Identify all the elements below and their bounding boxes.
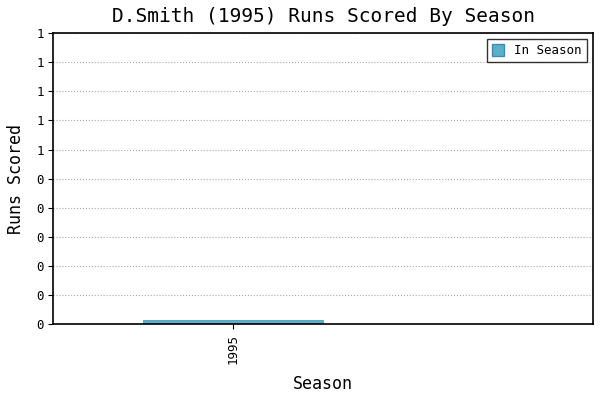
Title: D.Smith (1995) Runs Scored By Season: D.Smith (1995) Runs Scored By Season: [112, 7, 535, 26]
X-axis label: Season: Season: [293, 375, 353, 393]
Legend: In Season: In Season: [487, 39, 587, 62]
Bar: [143, 320, 323, 324]
Y-axis label: Runs Scored: Runs Scored: [7, 124, 25, 234]
